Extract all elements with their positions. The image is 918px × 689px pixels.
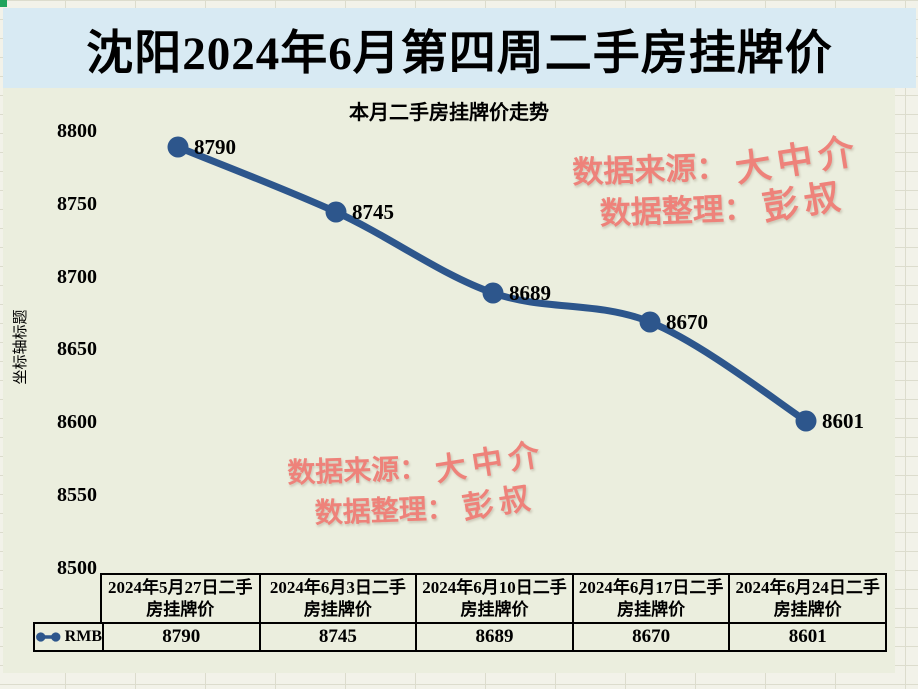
data-table-value-cell: 8790 [102, 624, 259, 650]
sheet-corner-marker [0, 0, 7, 7]
watermark-editor-label: 数据整理： [314, 493, 456, 530]
y-tick-8600: 8600 [57, 411, 97, 433]
data-label-3: 8689 [509, 281, 551, 305]
data-point-marker-3 [482, 282, 504, 304]
data-point-marker-1 [167, 136, 189, 158]
data-table-value-cell: 8601 [728, 624, 885, 650]
data-table-header-row: 2024年5月27日二手房挂牌价 2024年6月3日二手房挂牌价 2024年6月… [100, 573, 887, 622]
watermark-editor-label: 数据整理： [599, 190, 756, 232]
data-point-marker-5 [795, 410, 817, 432]
chart-area: 本月二手房挂牌价走势 坐标轴标题 8800 8750 8700 8650 860… [3, 88, 895, 673]
data-table-value-cell: 8745 [258, 624, 416, 650]
watermark-top: 数据来源： 大中介 数据整理： 彭叔 [571, 131, 864, 235]
page-title: 沈阳2024年6月第四周二手房挂牌价 [3, 8, 916, 88]
data-point-marker-4 [639, 311, 661, 333]
legend-cell: RMB [35, 624, 102, 650]
y-tick-8500: 8500 [57, 557, 97, 579]
legend-series-name: RMB [64, 628, 102, 645]
y-tick-8800: 8800 [57, 120, 97, 142]
data-table-value-cell: 8689 [415, 624, 572, 650]
data-label-5: 8601 [822, 409, 864, 433]
data-label-2: 8745 [352, 200, 394, 224]
data-table-value-row: RMB 8790 8745 8689 8670 8601 [33, 622, 887, 652]
chart-title: 本月二手房挂牌价走势 [349, 102, 549, 124]
watermark-middle: 数据来源： 大中介 数据整理： 彭叔 [286, 436, 549, 535]
trend-plot [167, 136, 817, 432]
data-point-marker-2 [325, 201, 347, 223]
data-table-header-cell: 2024年6月10日二手房挂牌价 [415, 575, 572, 622]
data-table-header-cell: 2024年6月17日二手房挂牌价 [571, 575, 729, 622]
y-tick-8550: 8550 [57, 484, 97, 506]
data-table-header-cell: 2024年6月3日二手房挂牌价 [258, 575, 416, 622]
data-label-4: 8670 [666, 310, 708, 334]
data-table-header-cell: 2024年6月24日二手房挂牌价 [728, 575, 885, 622]
y-tick-8750: 8750 [57, 193, 97, 215]
watermark-source-label: 数据来源： [286, 453, 428, 490]
y-tick-8650: 8650 [57, 338, 97, 360]
watermark-source-label: 数据来源： [571, 149, 728, 191]
data-label-1: 8790 [194, 135, 236, 159]
legend-line-marker-icon [36, 632, 61, 642]
y-tick-8700: 8700 [57, 266, 97, 288]
data-table-value-cell: 8670 [571, 624, 729, 650]
data-table-header-cell: 2024年5月27日二手房挂牌价 [108, 577, 253, 619]
